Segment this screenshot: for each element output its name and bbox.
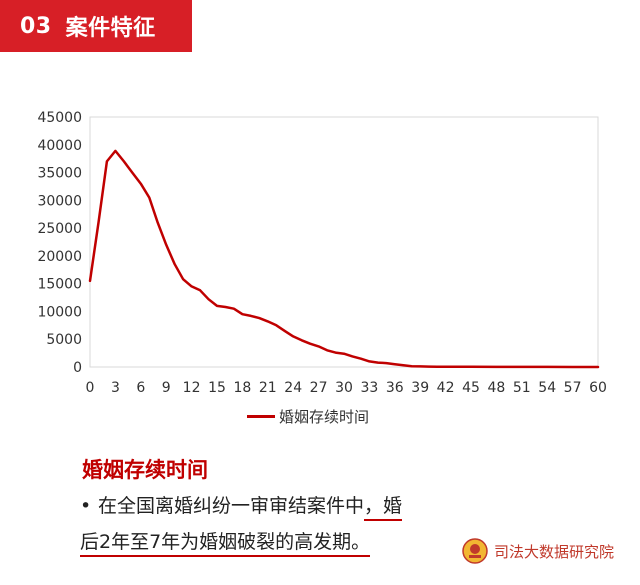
x-tick-label: 6 <box>136 380 145 395</box>
bullet-text-line-2: 后2年至7年为婚姻破裂的高发期。 <box>80 531 371 557</box>
y-tick-label: 25000 <box>37 221 82 237</box>
x-tick-label: 0 <box>86 380 95 395</box>
x-tick-label: 60 <box>589 380 607 395</box>
x-tick-label: 27 <box>310 380 328 395</box>
y-tick-label: 20000 <box>37 249 82 265</box>
section-number: 03 <box>20 13 52 39</box>
court-emblem-icon <box>462 538 488 564</box>
bullet-text-part-b: ，婚 <box>364 495 403 521</box>
x-tick-label: 57 <box>564 380 582 395</box>
legend-swatch <box>247 415 275 418</box>
x-tick-label: 51 <box>513 380 531 395</box>
x-tick-label: 45 <box>462 380 480 395</box>
x-tick-label: 9 <box>162 380 171 395</box>
bullet-marker: • <box>80 495 92 517</box>
section-title: 婚姻存续时间 <box>82 458 208 482</box>
x-tick-label: 54 <box>538 380 556 395</box>
bullet-text-part-a: 在全国离婚纠纷一审审结案件中 <box>98 495 365 517</box>
y-tick-label: 15000 <box>37 277 82 293</box>
chart-legend: 婚姻存续时间 <box>247 406 369 427</box>
x-tick-label: 3 <box>111 380 120 395</box>
x-tick-label: 12 <box>183 380 201 395</box>
y-tick-label: 30000 <box>37 193 82 209</box>
legend-label: 婚姻存续时间 <box>279 408 370 426</box>
x-tick-label: 33 <box>360 380 378 395</box>
plot-area-border <box>89 116 599 368</box>
y-tick-label: 10000 <box>37 304 82 320</box>
y-tick-label: 35000 <box>37 166 82 182</box>
x-tick-label: 42 <box>437 380 455 395</box>
x-tick-label: 15 <box>208 380 226 395</box>
x-tick-label: 21 <box>259 380 277 395</box>
y-tick-label: 5000 <box>46 332 82 348</box>
x-tick-label: 18 <box>233 380 251 395</box>
bullet-line-1: • 在全国离婚纠纷一审审结案件中，婚 <box>80 488 490 524</box>
brand-name: 司法大数据研究院 <box>494 542 615 561</box>
section-header-title: 案件特征 <box>65 16 156 41</box>
section-header: 03 案件特征 <box>0 0 192 52</box>
x-tick-label: 39 <box>411 380 429 395</box>
y-tick-label: 45000 <box>37 110 82 126</box>
x-tick-label: 24 <box>284 380 302 395</box>
y-tick-label: 40000 <box>37 138 82 154</box>
bullet-line-2: 后2年至7年为婚姻破裂的高发期。 <box>80 524 490 560</box>
x-tick-label: 36 <box>386 380 404 395</box>
line-chart: 0 5000 10000 15000 20000 25000 30000 35000 40000… <box>37 110 607 395</box>
x-tick-label: 30 <box>335 380 353 395</box>
bullet-text: • 在全国离婚纠纷一审审结案件中，婚 后2年至7年为婚姻破裂的高发期。 <box>80 488 490 560</box>
brand-logo: 司法大数据研究院 <box>462 538 614 564</box>
y-tick-label: 0 <box>73 360 82 376</box>
x-tick-label: 48 <box>487 380 505 395</box>
series-line <box>88 149 600 369</box>
